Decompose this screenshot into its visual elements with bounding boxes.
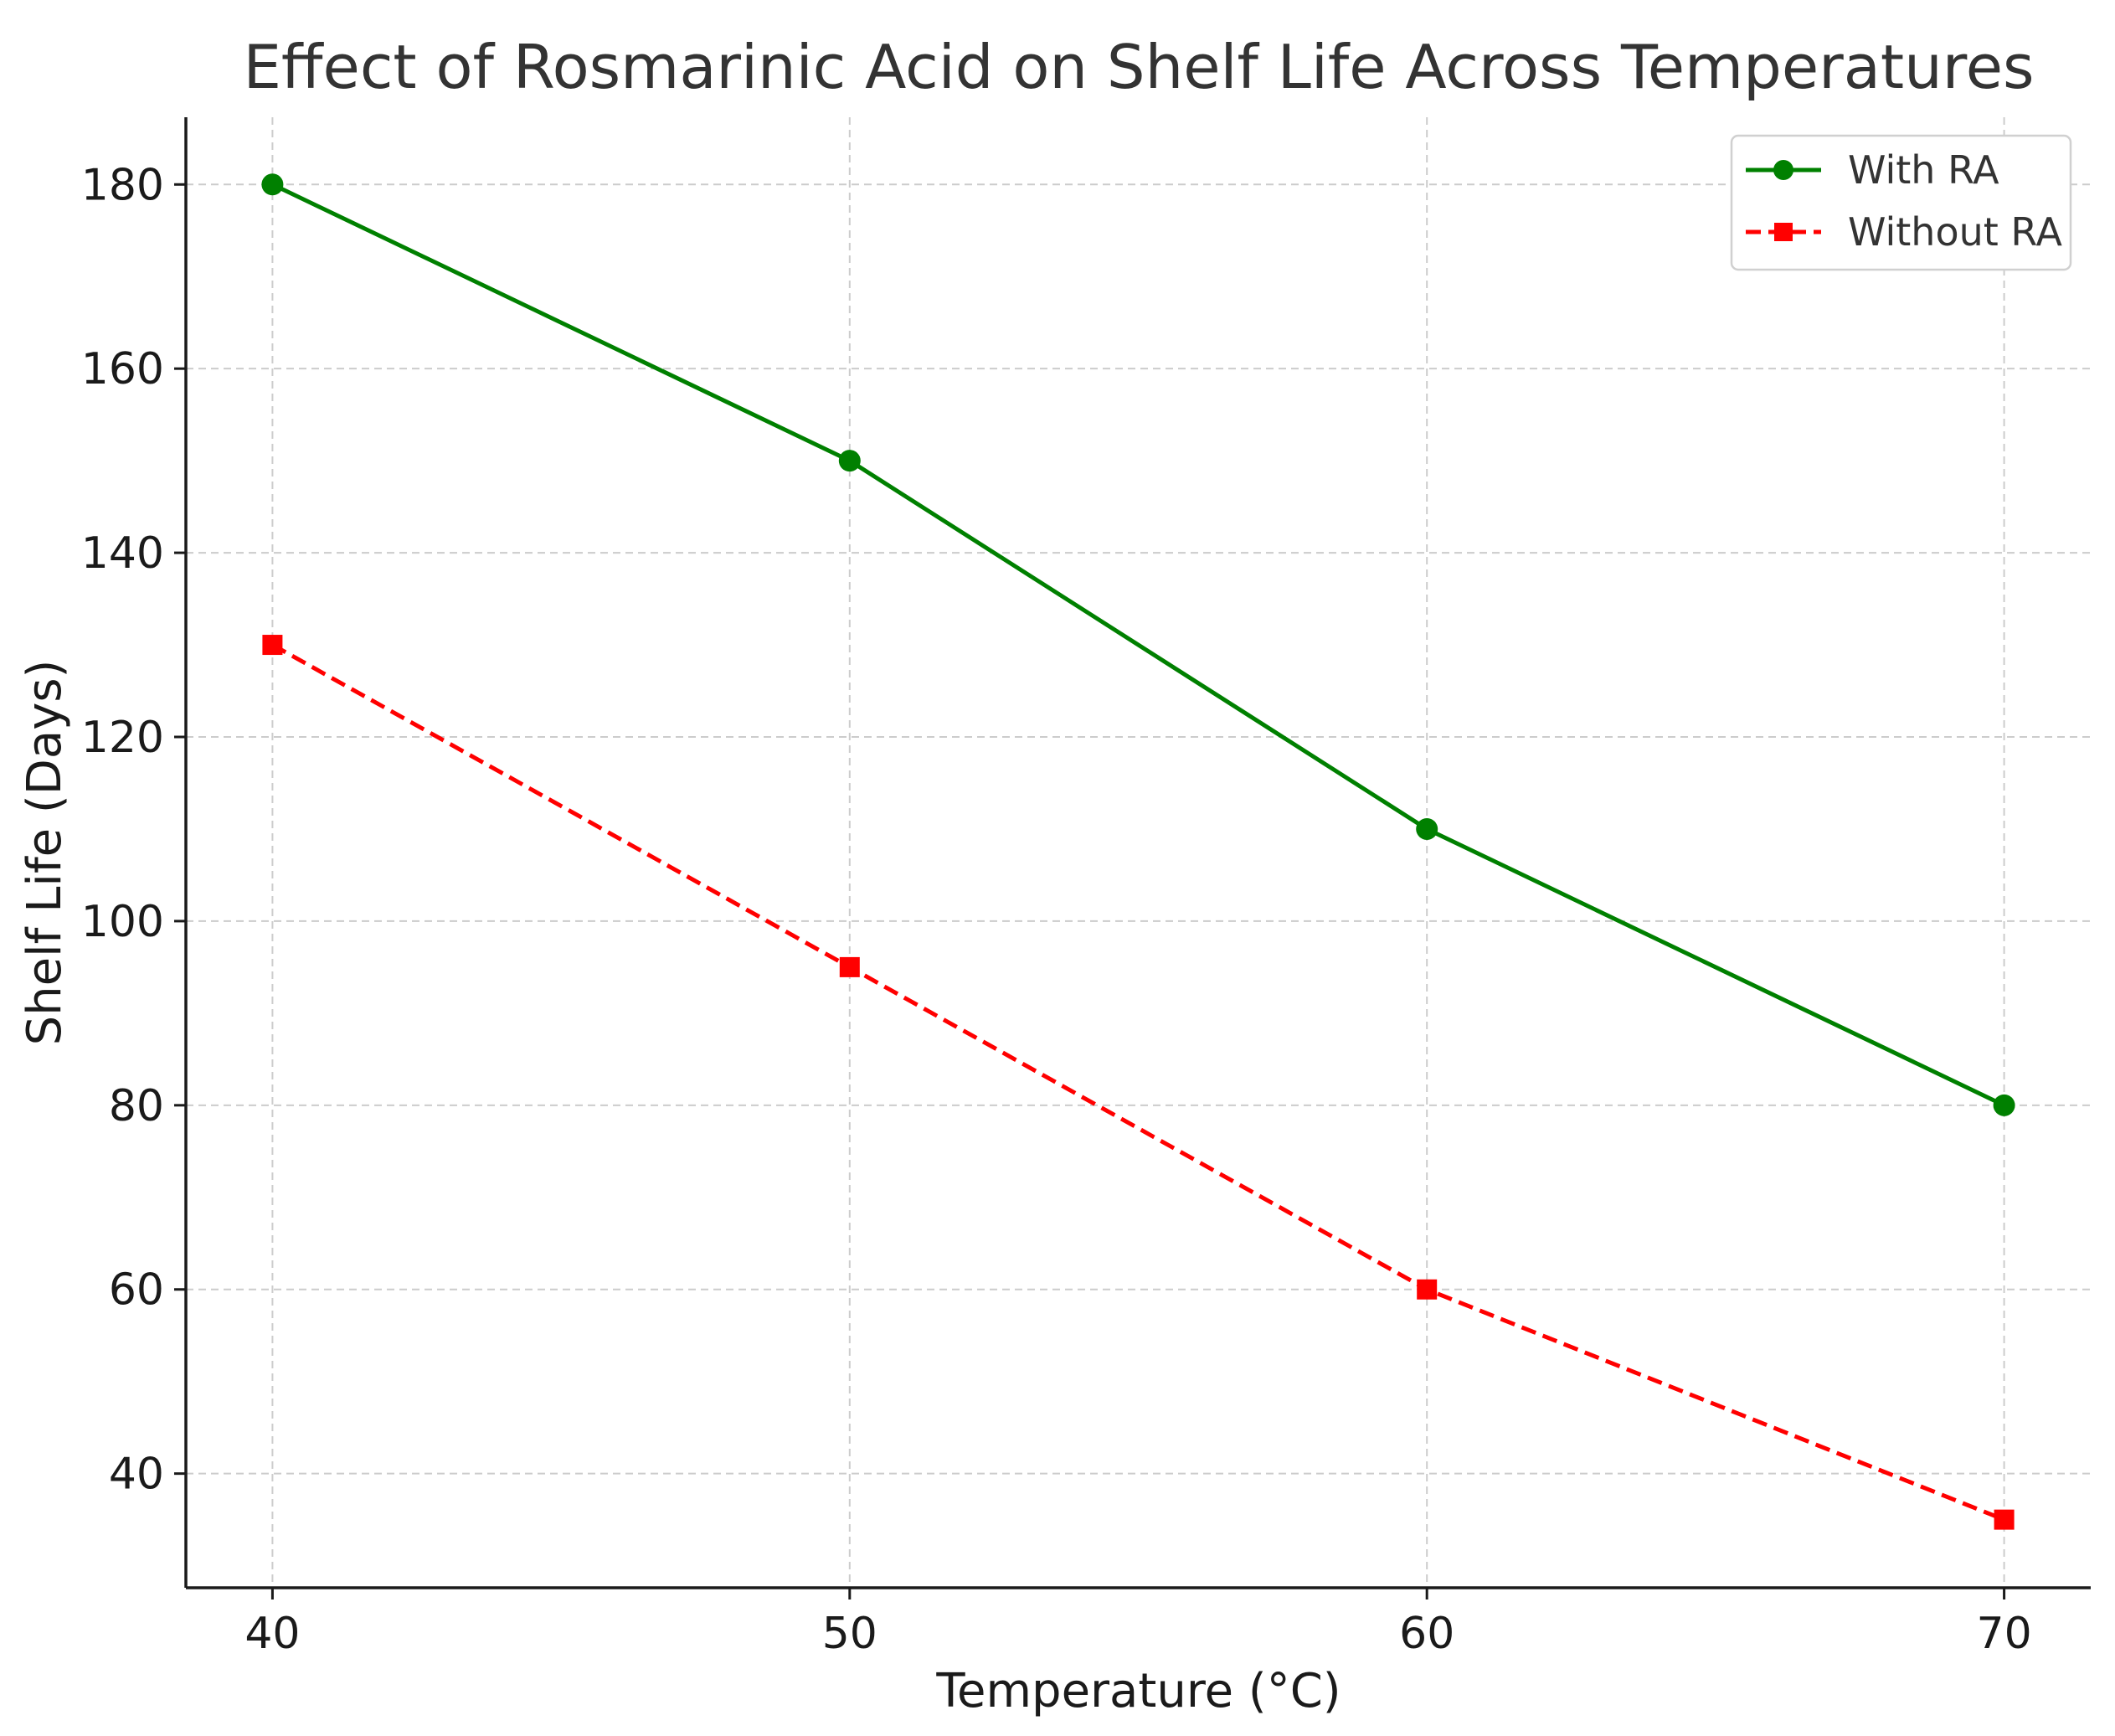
y-axis-label: Shelf Life (Days) <box>18 660 72 1046</box>
series <box>261 173 2015 1530</box>
y-tick-label: 180 <box>81 160 164 210</box>
legend-label-with-ra: With RA <box>1848 147 1999 193</box>
x-tick-label: 60 <box>1399 1609 1454 1659</box>
data-point-with-ra <box>1416 817 1438 840</box>
series-line-with-ra <box>271 183 2005 1108</box>
ticks: 40 50 60 70 40 60 80 100 120 140 160 180 <box>81 160 2032 1659</box>
legend: With RA Without RA <box>1730 134 2072 271</box>
x-tick-label: 40 <box>244 1609 300 1659</box>
y-tick-label: 140 <box>81 528 164 579</box>
grid <box>186 117 2091 1588</box>
series-line-without-ra <box>271 642 2005 1522</box>
chart-title: Effect of Rosmarinic Acid on Shelf Life … <box>243 32 2034 102</box>
data-point-with-ra <box>261 173 284 196</box>
series-without-ra <box>262 635 2015 1530</box>
data-point-without-ra <box>839 956 860 977</box>
y-tick-label: 100 <box>81 897 164 947</box>
x-tick-label: 50 <box>822 1609 877 1659</box>
axes <box>184 117 2091 1589</box>
y-tick-label: 120 <box>81 713 164 763</box>
y-tick-label: 160 <box>81 344 164 394</box>
data-point-without-ra <box>1994 1509 2015 1530</box>
y-tick-label: 80 <box>109 1081 164 1131</box>
legend-marker-without-ra <box>1774 223 1793 241</box>
legend-label-without-ra: Without RA <box>1848 209 2062 255</box>
data-point-with-ra <box>1993 1094 2015 1116</box>
y-tick-label: 40 <box>109 1450 164 1500</box>
legend-marker-with-ra <box>1773 160 1793 180</box>
series-with-ra <box>261 173 2015 1116</box>
x-axis-label: Temperature (°C) <box>935 1664 1341 1718</box>
data-point-without-ra <box>1417 1279 1438 1300</box>
x-tick-label: 70 <box>1977 1609 2032 1659</box>
data-point-with-ra <box>838 450 861 472</box>
data-point-without-ra <box>262 635 283 656</box>
y-tick-label: 60 <box>109 1265 164 1316</box>
